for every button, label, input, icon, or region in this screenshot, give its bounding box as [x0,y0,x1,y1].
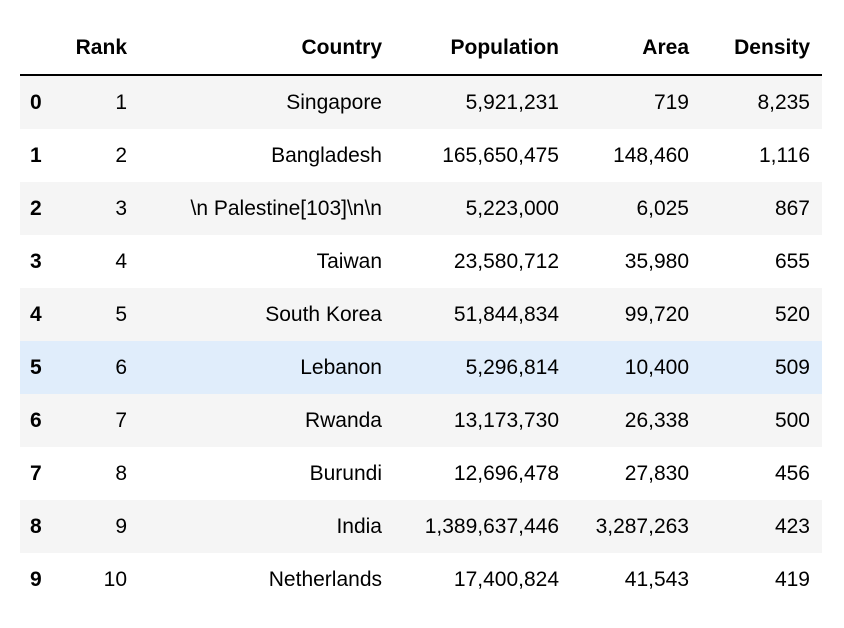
cell-population: 5,223,000 [465,197,559,220]
table-row: 0 1 Singapore 5,921,231 719 8,235 [20,75,822,129]
cell-country: Rwanda [304,409,382,432]
cell-density: 419 [774,568,810,591]
row-index: 1 [30,144,42,167]
cell-country: \n Palestine[103]\n\n [190,197,382,220]
cell-area: 719 [653,91,689,114]
row-index: 8 [30,515,42,538]
cell-country: Bangladesh [271,144,382,167]
table-row: 1 2 Bangladesh 165,650,475 148,460 1,116 [20,129,822,182]
row-index: 6 [30,409,42,432]
cell-rank: 5 [115,303,127,326]
cell-area: 99,720 [624,303,689,326]
row-index: 7 [30,462,42,485]
cell-density: 423 [774,515,810,538]
table-row: 3 4 Taiwan 23,580,712 35,980 655 [20,235,822,288]
cell-area: 6,025 [636,197,689,220]
table-row: 7 8 Burundi 12,696,478 27,830 456 [20,447,822,500]
cell-area: 35,980 [624,250,689,273]
table-row: 8 9 India 1,389,637,446 3,287,263 423 [20,500,822,553]
header-population: Population [394,22,571,76]
cell-country: Taiwan [316,250,382,273]
cell-density: 456 [774,462,810,485]
cell-area: 41,543 [624,568,689,591]
cell-rank: 1 [115,91,127,114]
cell-population: 5,921,231 [465,91,559,114]
cell-area: 148,460 [613,144,689,167]
cell-area: 27,830 [624,462,689,485]
cell-rank: 2 [115,144,127,167]
row-index: 5 [30,356,42,379]
cell-rank: 10 [103,568,127,591]
header-country: Country [139,22,394,76]
cell-area: 26,338 [624,409,689,432]
cell-area: 3,287,263 [595,515,689,538]
header-density: Density [701,22,822,76]
cell-country: Burundi [309,462,382,485]
table-row: 5 6 Lebanon 5,296,814 10,400 509 [20,341,822,394]
cell-density: 867 [774,197,810,220]
table-header: Rank Country Population Area Density [20,22,822,76]
cell-population: 5,296,814 [465,356,559,379]
table-row: 9 10 Netherlands 17,400,824 41,543 419 [20,553,822,606]
table-row: 4 5 South Korea 51,844,834 99,720 520 [20,288,822,341]
header-row: Rank Country Population Area Density [20,22,822,76]
cell-population: 1,389,637,446 [424,515,559,538]
header-area: Area [571,22,701,76]
cell-density: 509 [774,356,810,379]
cell-population: 12,696,478 [453,462,559,485]
row-index: 0 [30,91,42,114]
cell-country: Singapore [286,91,382,114]
cell-country: Lebanon [300,356,382,379]
cell-population: 165,650,475 [442,144,559,167]
cell-density: 1,116 [759,144,810,167]
dataframe-output: Rank Country Population Area Density 0 1… [20,22,822,606]
cell-country: Netherlands [268,568,382,591]
table-row: 2 3 \n Palestine[103]\n\n 5,223,000 6,02… [20,182,822,235]
table-body: 0 1 Singapore 5,921,231 719 8,235 1 2 Ba… [20,75,822,606]
cell-area: 10,400 [624,356,689,379]
cell-rank: 7 [115,409,127,432]
cell-population: 17,400,824 [453,568,559,591]
cell-density: 655 [774,250,810,273]
dataframe-table: Rank Country Population Area Density 0 1… [20,22,822,606]
header-rank: Rank [62,22,139,76]
cell-rank: 4 [115,250,127,273]
cell-population: 23,580,712 [453,250,559,273]
cell-rank: 9 [115,515,127,538]
cell-country: South Korea [265,303,382,326]
cell-density: 520 [774,303,810,326]
cell-density: 8,235 [757,91,810,114]
cell-rank: 3 [115,197,127,220]
cell-density: 500 [774,409,810,432]
row-index: 2 [30,197,42,220]
row-index: 4 [30,303,42,326]
header-index [20,22,62,76]
cell-population: 13,173,730 [453,409,559,432]
row-index: 3 [30,250,42,273]
cell-rank: 8 [115,462,127,485]
table-row: 6 7 Rwanda 13,173,730 26,338 500 [20,394,822,447]
cell-rank: 6 [115,356,127,379]
row-index: 9 [30,568,42,591]
cell-population: 51,844,834 [453,303,559,326]
cell-country: India [336,515,382,538]
